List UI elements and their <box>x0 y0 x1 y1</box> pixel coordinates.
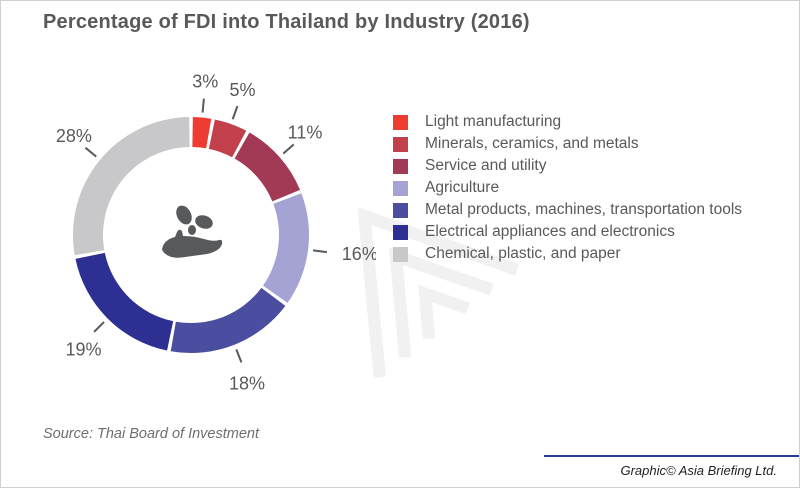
legend-swatch <box>393 224 408 240</box>
label-tick <box>282 143 295 155</box>
legend-label: Metal products, machines, transportation… <box>425 201 743 218</box>
slice-label: 18% <box>229 373 265 393</box>
legend-swatch <box>393 158 408 174</box>
donut-slice <box>234 132 301 202</box>
legend-item: Service and utility <box>393 155 742 177</box>
slice-labels: 3% 5% 11% 16% 18% 19% 28% <box>56 72 376 394</box>
label-ticks <box>84 98 328 363</box>
donut-slice <box>208 119 247 158</box>
legend-item: Electrical appliances and electronics <box>393 221 742 243</box>
donut-chart: 3% 5% 11% 16% 18% 19% 28% <box>56 72 376 394</box>
slice-label: 11% <box>288 122 323 142</box>
legend-label: Chemical, plastic, and paper <box>425 245 621 262</box>
label-tick <box>93 321 105 333</box>
slice-label: 5% <box>229 80 255 100</box>
attribution: Graphic© Asia Briefing Ltd. <box>620 463 777 478</box>
legend-swatch <box>393 136 408 152</box>
legend: Light manufacturing Minerals, ceramics, a… <box>393 111 742 265</box>
label-tick <box>235 348 243 363</box>
legend-swatch <box>393 246 408 262</box>
legend-item: Light manufacturing <box>393 111 742 133</box>
legend-item: Minerals, ceramics, and metals <box>393 133 742 155</box>
legend-item: Metal products, machines, transportation… <box>393 199 742 221</box>
label-tick <box>84 146 97 158</box>
slice-label: 19% <box>66 339 102 359</box>
donut-slice <box>262 193 309 303</box>
label-tick <box>231 105 239 120</box>
donut-slice <box>192 117 212 149</box>
label-tick <box>312 249 328 254</box>
legend-swatch <box>393 202 408 218</box>
footer-accent-line <box>544 455 799 457</box>
legend-label: Light manufacturing <box>425 113 562 130</box>
legend-label: Electrical appliances and electronics <box>425 223 675 240</box>
source-note: Source: Thai Board of Investment <box>43 426 259 442</box>
donut-slice <box>75 252 174 351</box>
label-tick <box>201 98 205 113</box>
slice-label: 28% <box>56 126 92 146</box>
donut-slices <box>73 117 309 353</box>
legend-label: Agriculture <box>425 179 500 196</box>
donut-slice <box>73 117 190 256</box>
slice-label: 3% <box>192 72 218 92</box>
donut-slice <box>170 287 286 353</box>
legend-item: Agriculture <box>393 177 742 199</box>
legend-swatch <box>393 114 408 130</box>
hand-with-seeds-icon <box>162 205 223 258</box>
slice-label: 16% <box>342 244 376 264</box>
legend-item: Chemical, plastic, and paper <box>393 243 742 265</box>
legend-label: Service and utility <box>425 157 547 174</box>
legend-swatch <box>393 180 408 196</box>
legend-label: Minerals, ceramics, and metals <box>425 135 639 152</box>
page-title: Percentage of FDI into Thailand by Indus… <box>43 11 530 33</box>
